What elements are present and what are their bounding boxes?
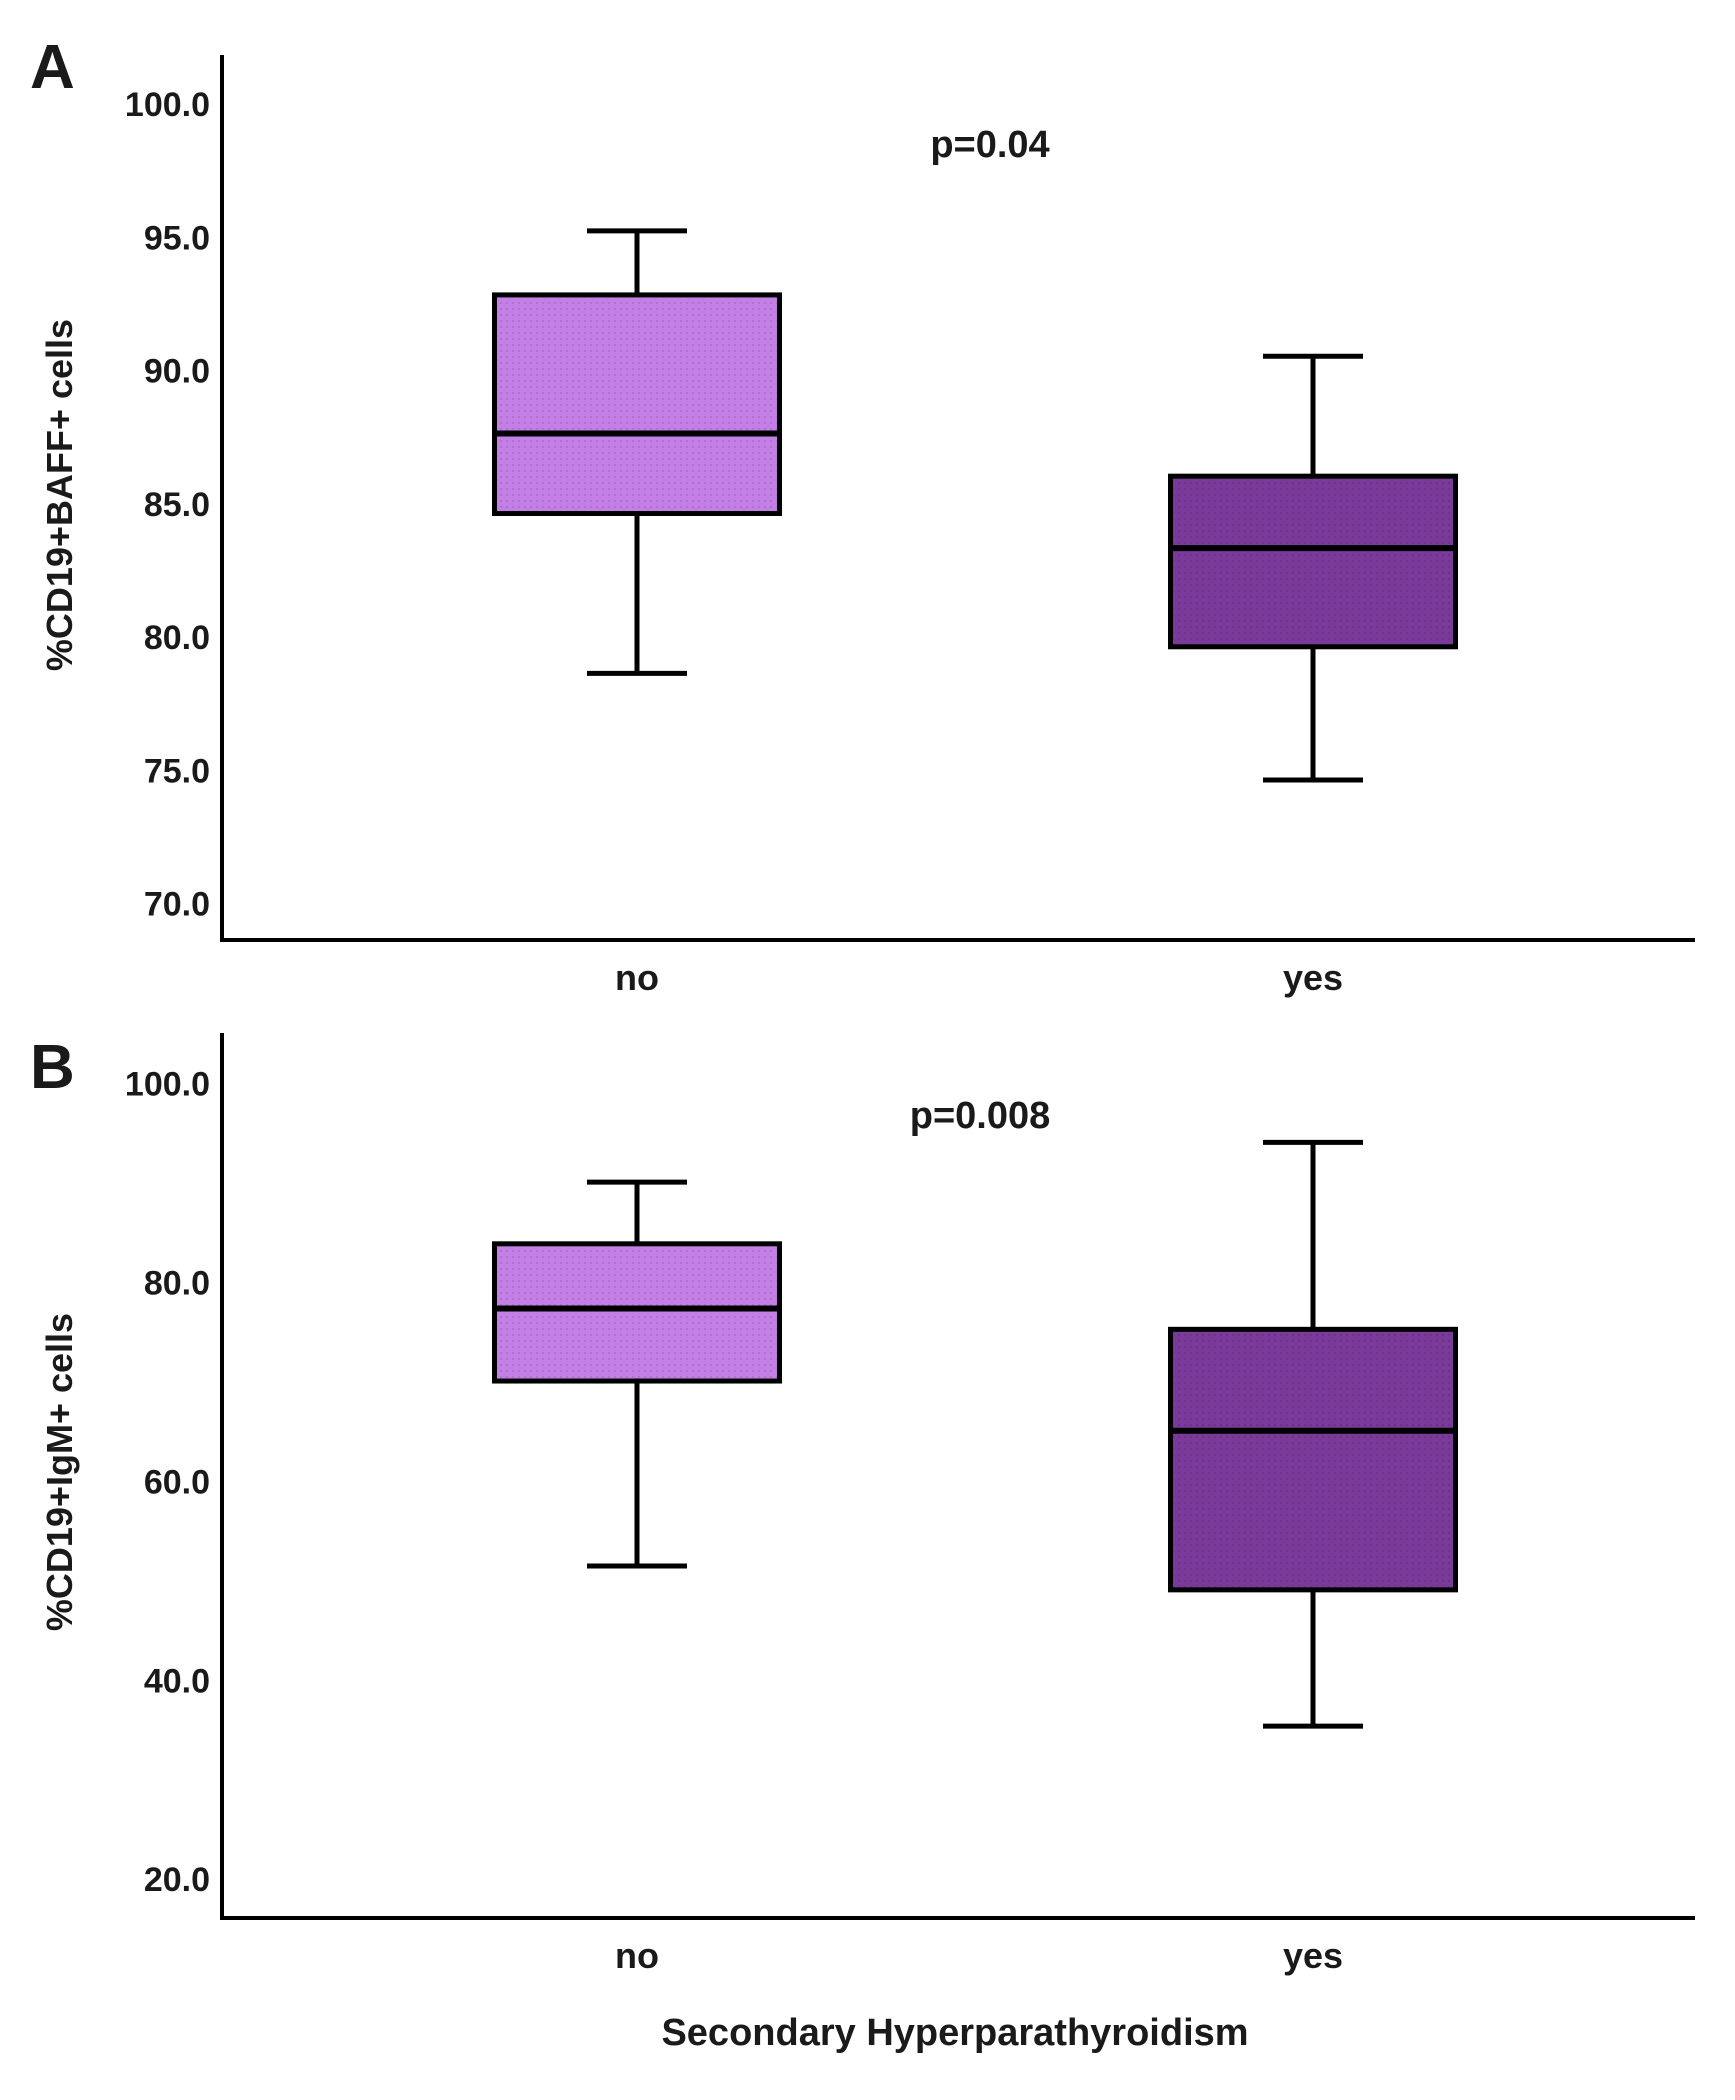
box-texture xyxy=(1168,1326,1458,1593)
axis-lines-a xyxy=(220,55,1695,942)
p-value-a: p=0.04 xyxy=(930,124,1049,166)
panel-label-a: A xyxy=(30,33,75,102)
box-texture xyxy=(492,1241,782,1384)
y-tick-label: 85.0 xyxy=(144,486,210,524)
y-tick-label: 20.0 xyxy=(144,1861,210,1899)
y-axis-label-a: %CD19+BAFF+ cells xyxy=(39,319,80,671)
y-tick-label: 80.0 xyxy=(144,619,210,657)
panel-label-b: B xyxy=(30,1033,75,1102)
y-tick-label: 100.0 xyxy=(125,1066,210,1104)
x-axis-label: Secondary Hyperparathyroidism xyxy=(661,2012,1248,2054)
box-no xyxy=(492,1179,782,1569)
y-ticks-a: 70.0 75.0 80.0 85.0 90.0 95.0 100.0 xyxy=(125,86,210,924)
x-tick-label-no: no xyxy=(615,957,659,998)
x-tick-label-no: no xyxy=(615,1935,659,1976)
y-tick-label: 95.0 xyxy=(144,219,210,257)
panel-b: B %CD19+IgM+ cells p=0.008 20.0 40.0 60.0 8… xyxy=(30,1033,1695,2054)
panel-a: A %CD19+BAFF+ cells p=0.04 70.0 75.0 80.0 8… xyxy=(30,33,1695,998)
x-ticks-a: no yes xyxy=(615,957,1343,998)
x-tick-label-yes: yes xyxy=(1283,957,1343,998)
y-tick-label: 75.0 xyxy=(144,752,210,790)
axis-lines-b xyxy=(220,1033,1695,1920)
y-tick-label: 100.0 xyxy=(125,86,210,124)
y-tick-label: 90.0 xyxy=(144,353,210,391)
y-axis-label-b: %CD19+IgM+ cells xyxy=(39,1313,80,1631)
y-tick-label: 80.0 xyxy=(144,1265,210,1303)
boxes-b xyxy=(492,1139,1458,1729)
boxes-a xyxy=(492,228,1458,783)
box-yes xyxy=(1168,353,1458,783)
box-texture xyxy=(492,292,782,516)
box-yes xyxy=(1168,1139,1458,1729)
box-no xyxy=(492,228,782,676)
y-tick-label: 40.0 xyxy=(144,1662,210,1700)
y-ticks-b: 20.0 40.0 60.0 80.0 100.0 xyxy=(125,1066,210,1900)
y-tick-label: 70.0 xyxy=(144,886,210,924)
x-ticks-b: no yes xyxy=(615,1935,1343,1976)
box-texture xyxy=(1168,473,1458,650)
x-tick-label-yes: yes xyxy=(1283,1935,1343,1976)
p-value-b: p=0.008 xyxy=(910,1095,1051,1137)
y-tick-label: 60.0 xyxy=(144,1463,210,1501)
